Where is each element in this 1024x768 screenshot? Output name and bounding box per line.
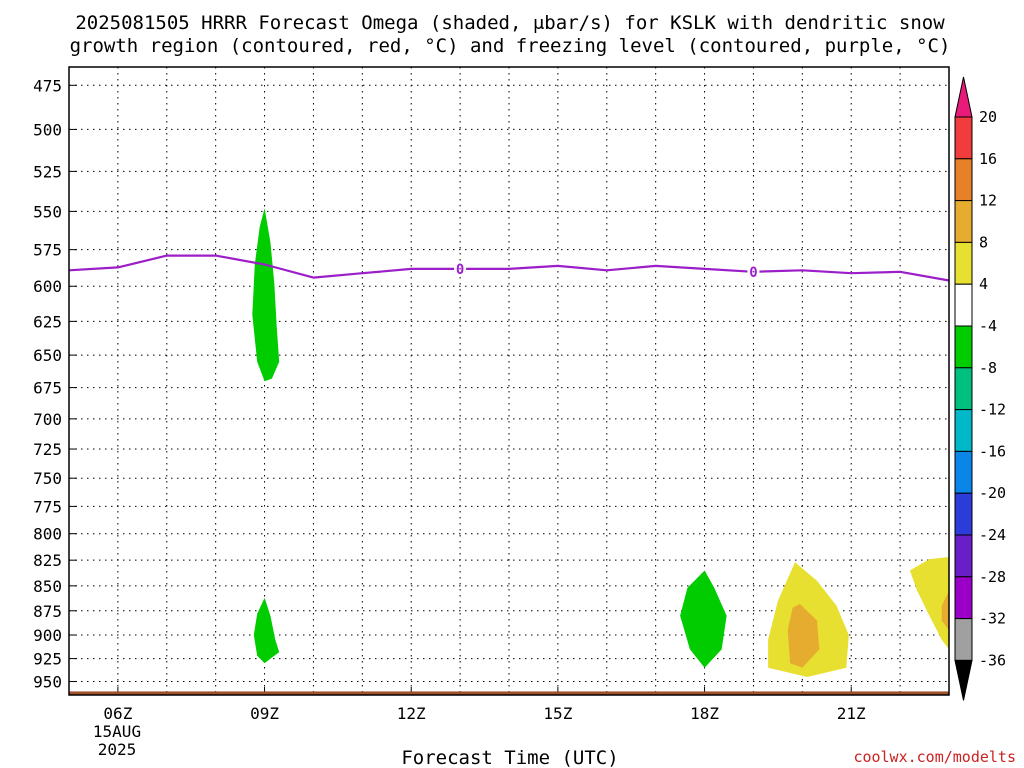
x-tick-label: 09Z — [250, 704, 279, 723]
title-line-2: growth region (contoured, red, °C) and f… — [70, 35, 951, 57]
colorbar-segment — [954, 367, 973, 411]
colorbar-top-arrow — [954, 76, 973, 118]
colorbar-label: -12 — [979, 401, 1006, 419]
colorbar-segment — [954, 283, 973, 327]
x-axis-ticks: 06Z 09Z 12Z 15Z 18Z 21Z — [103, 687, 866, 723]
freezing-level-line — [68, 254, 950, 282]
colorbar-label: -16 — [979, 442, 1006, 460]
colorbar-label: 20 — [979, 108, 997, 126]
y-tick-label: 700 — [33, 410, 62, 429]
y-tick-label: 575 — [33, 241, 62, 260]
colorbar-label: -24 — [979, 526, 1006, 544]
colorbar-label: 8 — [979, 233, 988, 251]
y-tick-label: 950 — [33, 673, 62, 692]
y-tick-label: 675 — [33, 379, 62, 398]
colorbar-label: -8 — [979, 359, 997, 377]
x-tick-label: 21Z — [837, 704, 866, 723]
omega-region — [680, 570, 727, 668]
y-tick-label: 525 — [33, 162, 62, 181]
colorbar-segment — [954, 200, 973, 243]
colorbar-label: -28 — [979, 568, 1006, 586]
x-tick-label: 06Z — [103, 704, 132, 723]
omega-region — [909, 557, 949, 650]
y-tick-label: 900 — [33, 626, 62, 645]
colorbar-segment — [954, 116, 973, 160]
date-label: 15AUG 2025 — [93, 722, 141, 759]
colorbar-segment — [954, 241, 973, 285]
y-axis-ticks: 475 500 525 550 575 600 625 650 675 700 725 750 775 8… — [33, 76, 77, 692]
date-label-day: 15AUG — [93, 722, 141, 741]
freezing-label-bg — [747, 263, 760, 280]
colorbar: 20 16 12 8 4 -4 -8 -12 -16 -20 -24 -28 -32 -36 — [954, 76, 1006, 701]
omega-region — [252, 208, 280, 382]
x-axis-label: Forecast Time (UTC) — [401, 747, 618, 768]
terrain — [69, 691, 949, 695]
colorbar-segment — [954, 158, 973, 202]
colorbar-segment — [954, 618, 973, 661]
y-tick-label: 500 — [33, 120, 62, 139]
colorbar-segment — [954, 325, 973, 369]
y-tick-label: 750 — [33, 469, 62, 488]
title: 2025081505 HRRR Forecast Omega (shaded, … — [70, 12, 951, 57]
omega-region — [253, 597, 280, 664]
y-tick-label: 925 — [33, 650, 62, 669]
colorbar-label: 4 — [979, 275, 988, 293]
colorbar-label: -36 — [979, 651, 1006, 669]
freezing-level-label: 0 — [456, 262, 464, 278]
x-tick-label: 18Z — [690, 704, 719, 723]
y-tick-label: 875 — [33, 602, 62, 621]
freezing-level-label: 0 — [749, 265, 757, 281]
x-tick-label: 15Z — [543, 704, 572, 723]
colorbar-label: -4 — [979, 317, 997, 335]
y-tick-label: 775 — [33, 497, 62, 516]
y-tick-label: 625 — [33, 312, 62, 331]
freezing-label-bg — [454, 260, 467, 277]
colorbar-label: -20 — [979, 484, 1006, 502]
colorbar-segment — [954, 450, 973, 494]
y-tick-label: 600 — [33, 277, 62, 296]
x-tick-label: 12Z — [397, 704, 426, 723]
omega-regions — [252, 208, 949, 677]
y-tick-label: 850 — [33, 577, 62, 596]
y-tick-label: 800 — [33, 525, 62, 544]
omega-region — [787, 603, 820, 668]
colorbar-label: 16 — [979, 150, 997, 168]
y-tick-label: 650 — [33, 346, 62, 365]
colorbar-segment — [954, 576, 973, 620]
y-tick-label: 550 — [33, 202, 62, 221]
y-tick-label: 725 — [33, 440, 62, 459]
y-tick-label: 825 — [33, 551, 62, 570]
colorbar-segment — [954, 409, 973, 452]
title-line-1: 2025081505 HRRR Forecast Omega (shaded, … — [75, 12, 945, 34]
credit-text: coolwx.com/modelts — [853, 748, 1016, 766]
plot-frame — [68, 66, 950, 696]
colorbar-segment — [954, 534, 973, 578]
colorbar-bottom-arrow — [954, 659, 973, 701]
y-tick-label: 475 — [33, 76, 62, 95]
colorbar-segment — [954, 492, 973, 536]
terrain-band — [69, 691, 949, 695]
colorbar-label: 12 — [979, 192, 997, 210]
omega-region — [941, 590, 949, 631]
date-label-year: 2025 — [98, 740, 137, 759]
colorbar-label: -32 — [979, 610, 1006, 628]
